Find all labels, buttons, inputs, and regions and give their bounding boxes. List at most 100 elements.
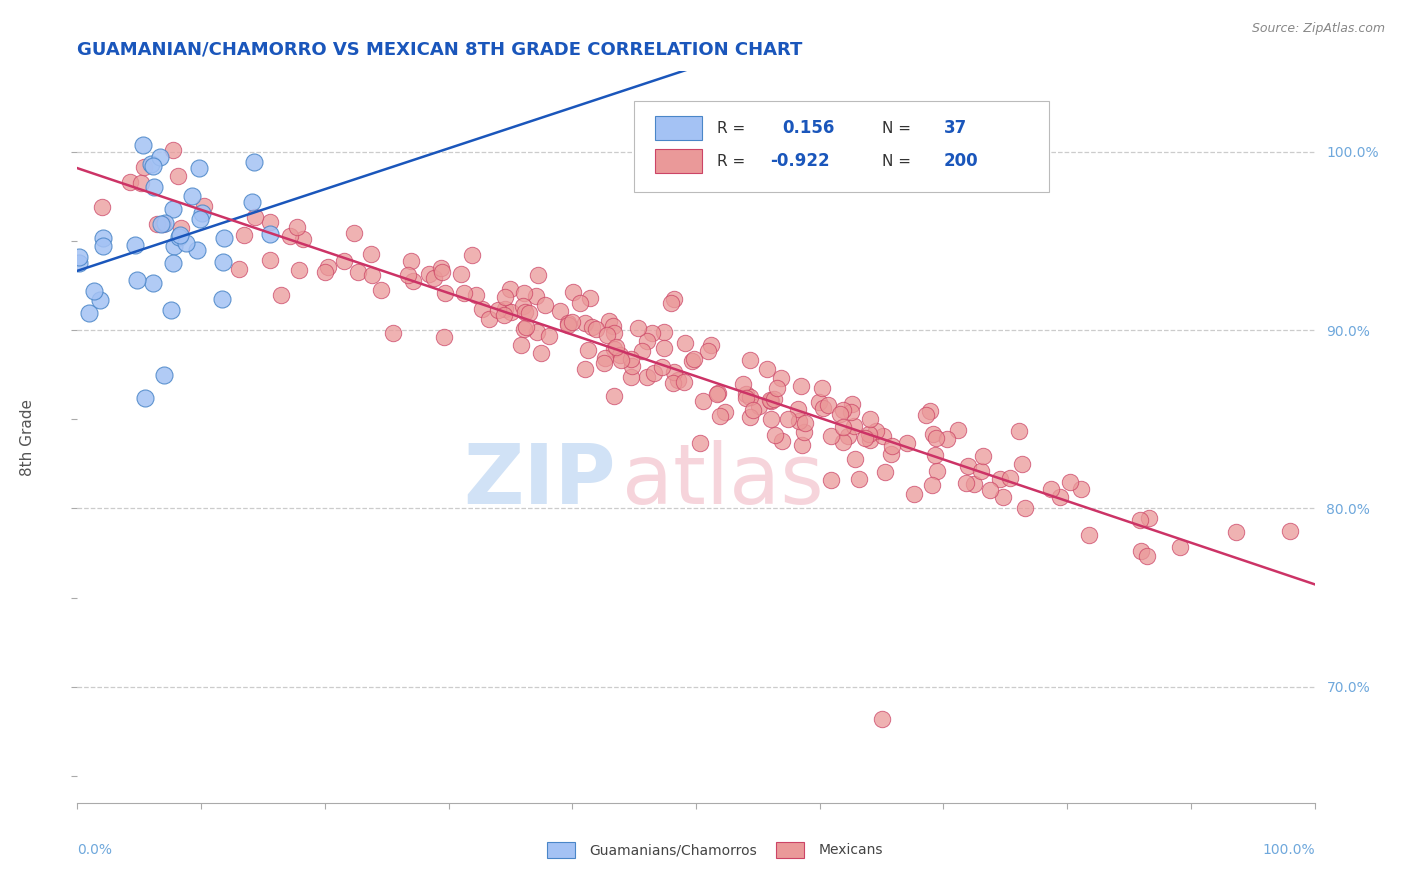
Point — [820, 473, 842, 487]
Point — [741, 402, 763, 417]
Point — [1278, 524, 1301, 538]
Point — [1049, 490, 1071, 504]
Point — [142, 277, 165, 291]
Point — [787, 402, 810, 417]
Point — [605, 340, 627, 354]
Point — [832, 420, 855, 434]
Point — [450, 267, 472, 281]
Point — [865, 424, 887, 438]
Point — [603, 389, 626, 403]
Point — [620, 352, 643, 367]
Point — [259, 227, 281, 242]
Point — [1011, 458, 1033, 472]
Point — [643, 366, 665, 380]
Point — [233, 228, 256, 243]
Point — [343, 227, 366, 241]
Point — [641, 326, 664, 341]
Point — [153, 216, 176, 230]
Text: 8th Grade: 8th Grade — [20, 399, 35, 475]
Point — [859, 411, 882, 425]
Point — [259, 253, 281, 268]
Point — [666, 373, 689, 387]
Point — [794, 416, 817, 430]
Point — [579, 291, 602, 305]
Point — [581, 320, 603, 334]
Point — [510, 337, 533, 351]
Point — [896, 436, 918, 450]
Point — [915, 408, 938, 422]
Point — [748, 399, 770, 413]
Point — [859, 434, 882, 448]
Point — [134, 160, 156, 174]
Point — [681, 354, 703, 368]
Point — [527, 268, 550, 282]
Text: Guamanians/Chamorros: Guamanians/Chamorros — [589, 843, 758, 857]
Point — [759, 393, 782, 408]
Point — [530, 346, 553, 360]
Point — [924, 448, 946, 462]
Point — [790, 438, 813, 452]
Point — [361, 268, 384, 282]
Point — [240, 194, 263, 209]
Point — [557, 316, 579, 330]
Point — [870, 712, 893, 726]
Point — [515, 320, 537, 334]
Point — [498, 282, 520, 296]
Bar — [776, 842, 804, 858]
Point — [955, 476, 977, 491]
Point — [174, 236, 197, 251]
Point — [652, 325, 675, 339]
Text: Source: ZipAtlas.com: Source: ZipAtlas.com — [1251, 22, 1385, 36]
Point — [460, 248, 482, 262]
Point — [91, 200, 114, 214]
Point — [494, 290, 516, 304]
Point — [1059, 475, 1081, 489]
Point — [807, 395, 830, 409]
Point — [67, 250, 90, 264]
Point — [142, 159, 165, 173]
Text: 100.0%: 100.0% — [1263, 843, 1315, 857]
Point — [1136, 549, 1159, 563]
Point — [817, 397, 839, 411]
Point — [903, 486, 925, 500]
Point — [89, 293, 111, 308]
Point — [494, 308, 516, 322]
Point — [159, 302, 181, 317]
Text: -0.922: -0.922 — [770, 153, 830, 170]
Text: R =: R = — [717, 121, 751, 136]
Point — [872, 429, 894, 443]
Point — [91, 238, 114, 252]
Point — [517, 306, 540, 320]
Point — [734, 391, 756, 405]
Point — [434, 286, 457, 301]
Point — [499, 305, 522, 319]
Point — [683, 352, 706, 367]
Point — [576, 343, 599, 357]
Point — [731, 376, 754, 391]
Text: 37: 37 — [943, 120, 967, 137]
Point — [761, 411, 783, 425]
Point — [762, 392, 785, 406]
Point — [433, 329, 456, 343]
Point — [920, 403, 942, 417]
Point — [1225, 525, 1247, 540]
Point — [212, 254, 235, 268]
Text: 0.0%: 0.0% — [77, 843, 112, 857]
Point — [162, 256, 184, 270]
Point — [569, 295, 592, 310]
Point — [620, 369, 643, 384]
Point — [314, 264, 336, 278]
Point — [162, 143, 184, 157]
Point — [787, 414, 810, 428]
Point — [557, 318, 579, 332]
Point — [631, 343, 654, 358]
Point — [214, 231, 236, 245]
Point — [152, 217, 174, 231]
Point — [661, 296, 683, 310]
Point — [333, 254, 356, 268]
Point — [259, 214, 281, 228]
Point — [83, 284, 105, 298]
Point — [621, 359, 644, 374]
Point — [922, 427, 945, 442]
Point — [360, 247, 382, 261]
